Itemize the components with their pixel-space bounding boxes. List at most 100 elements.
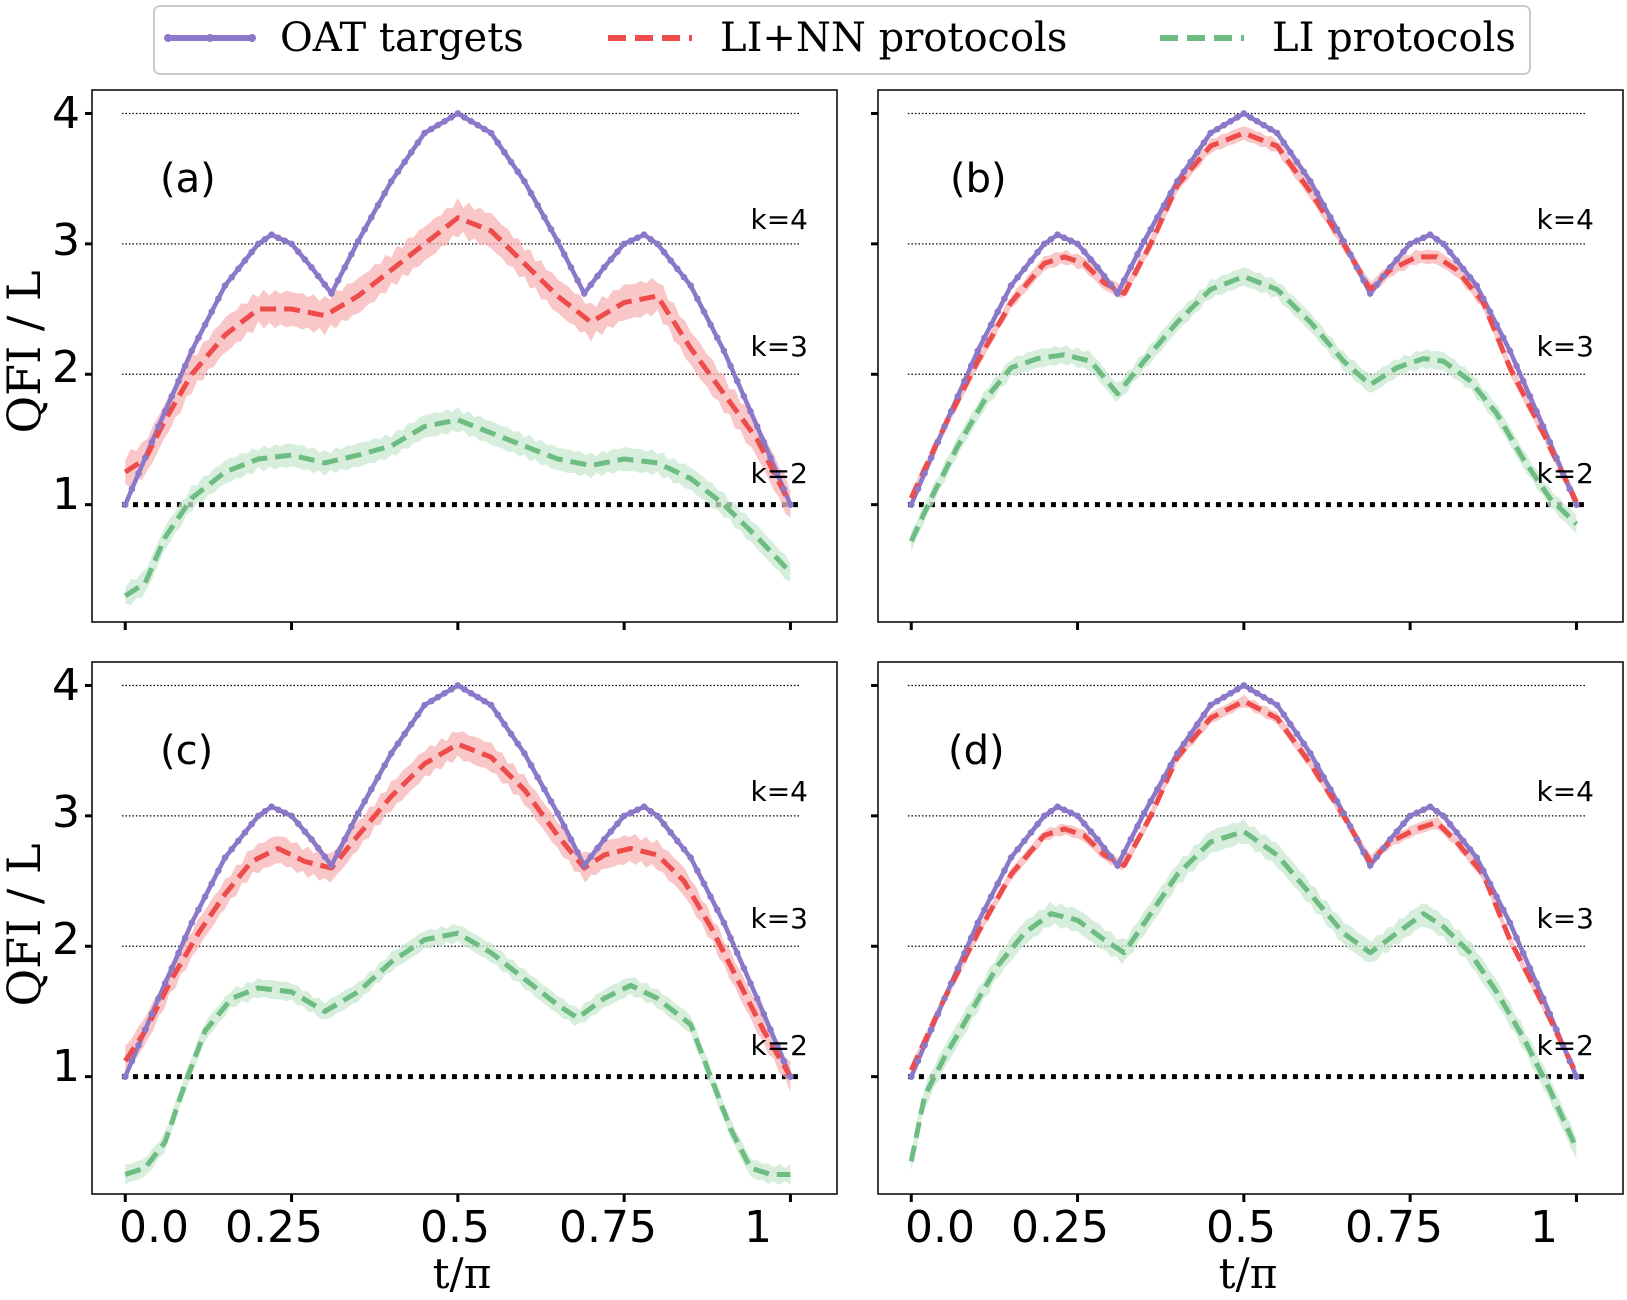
oat-marker: [1014, 273, 1021, 281]
oat-marker: [1360, 849, 1367, 856]
oat-marker: [687, 282, 694, 289]
oat-marker: [261, 235, 269, 243]
oat-marker: [1273, 129, 1281, 137]
oat-marker: [1566, 1057, 1574, 1065]
oat-marker: [1220, 693, 1228, 701]
oat-marker: [967, 362, 975, 370]
x-tick-label: 0.75: [559, 1202, 657, 1253]
oat-marker: [1114, 862, 1121, 869]
oat-marker: [1386, 836, 1394, 843]
oat-marker: [614, 820, 621, 827]
oat-marker: [1267, 125, 1274, 133]
oat-marker: [248, 820, 255, 828]
oat-marker: [301, 256, 309, 263]
oat-marker: [241, 257, 249, 264]
reference-lines: [907, 112, 1587, 508]
oat-marker: [1154, 785, 1161, 793]
oat-marker: [727, 934, 734, 942]
oat-marker: [1001, 295, 1008, 302]
oat-marker: [1187, 730, 1194, 738]
oat-marker: [787, 1073, 794, 1080]
oat-marker: [753, 995, 761, 1002]
oat-marker: [1193, 721, 1201, 728]
oat-marker: [1227, 117, 1234, 125]
oat-marker: [947, 979, 955, 987]
plot-frame: [91, 89, 838, 623]
oat-marker: [1074, 240, 1081, 248]
oat-marker: [607, 828, 615, 835]
oat-marker: [707, 893, 714, 901]
oat-marker: [767, 1026, 774, 1034]
oat-marker: [547, 225, 555, 233]
oat-marker: [328, 862, 335, 869]
axis-ticks: [85, 111, 792, 630]
oat-marker: [667, 257, 675, 264]
oat-marker: [368, 213, 375, 221]
oat-marker: [1486, 880, 1494, 887]
oat-marker: [1506, 347, 1514, 355]
oat-marker: [1473, 282, 1480, 289]
oat-marker: [1220, 121, 1228, 129]
oat-marker: [640, 231, 648, 239]
oat-marker: [780, 1057, 788, 1065]
oat-marker: [1167, 761, 1174, 769]
axis-ticks: [871, 683, 1578, 1202]
oat-marker: [1187, 158, 1194, 166]
oat-marker: [760, 1010, 768, 1018]
oat-marker: [1060, 234, 1068, 242]
oat-marker: [594, 272, 601, 280]
oat-marker: [914, 1057, 922, 1065]
oat-marker: [974, 919, 982, 927]
oat-marker: [321, 853, 329, 861]
oat-marker: [1340, 809, 1347, 817]
li-protocol-line: [123, 417, 793, 599]
oat-marker: [1054, 231, 1061, 239]
oat-marker: [195, 334, 202, 342]
oat-marker: [934, 438, 942, 446]
k-label-k3: k=3: [1537, 902, 1595, 935]
oat-marker: [1313, 761, 1321, 769]
legend-oat-marker: [248, 34, 256, 42]
legend-linn-label: LI+NN protocols: [720, 15, 1067, 61]
legend-oat-marker: [164, 34, 172, 42]
oat-marker: [1180, 168, 1188, 175]
x-tick-label: 0.75: [1345, 1202, 1443, 1253]
oat-marker: [634, 806, 641, 814]
axis-ticks: [871, 111, 1578, 630]
oat-marker: [1440, 812, 1447, 820]
oat-marker: [161, 979, 169, 987]
oat-marker: [1519, 949, 1527, 957]
oat-marker: [1040, 240, 1048, 248]
x-axis-label: t/π: [433, 1249, 492, 1298]
oat-marker: [1353, 264, 1361, 271]
oat-marker: [987, 321, 995, 329]
li-band: [125, 923, 791, 1185]
oat-marker: [274, 806, 282, 814]
oat-marker: [1513, 362, 1520, 370]
oat-marker: [674, 265, 681, 273]
oat-marker: [168, 964, 176, 972]
k-label-k3: k=3: [1537, 330, 1595, 363]
k-label-k4: k=4: [751, 203, 809, 236]
oat-marker: [1413, 237, 1421, 245]
k-label-k4: k=4: [1537, 203, 1595, 236]
oat-marker: [1327, 785, 1334, 793]
oat-marker: [680, 845, 688, 853]
y-tick-label: 4: [52, 88, 80, 139]
oat-marker: [1360, 277, 1367, 284]
oat-marker: [1366, 290, 1374, 297]
x-tick-label: 1: [744, 1202, 772, 1253]
oat-marker: [201, 321, 209, 329]
oat-marker: [208, 880, 216, 887]
oat-marker: [994, 308, 1002, 315]
oat-marker: [434, 121, 442, 129]
oat-marker: [1060, 806, 1068, 814]
oat-marker: [1047, 235, 1055, 243]
oat-marker: [1087, 828, 1095, 835]
oat-marker: [753, 423, 761, 430]
oat-marker: [308, 264, 315, 271]
oat-marker: [447, 686, 455, 693]
oat-marker: [1546, 1010, 1554, 1018]
oat-marker: [441, 689, 448, 697]
x-tick-label: 0.5: [1206, 1202, 1276, 1253]
